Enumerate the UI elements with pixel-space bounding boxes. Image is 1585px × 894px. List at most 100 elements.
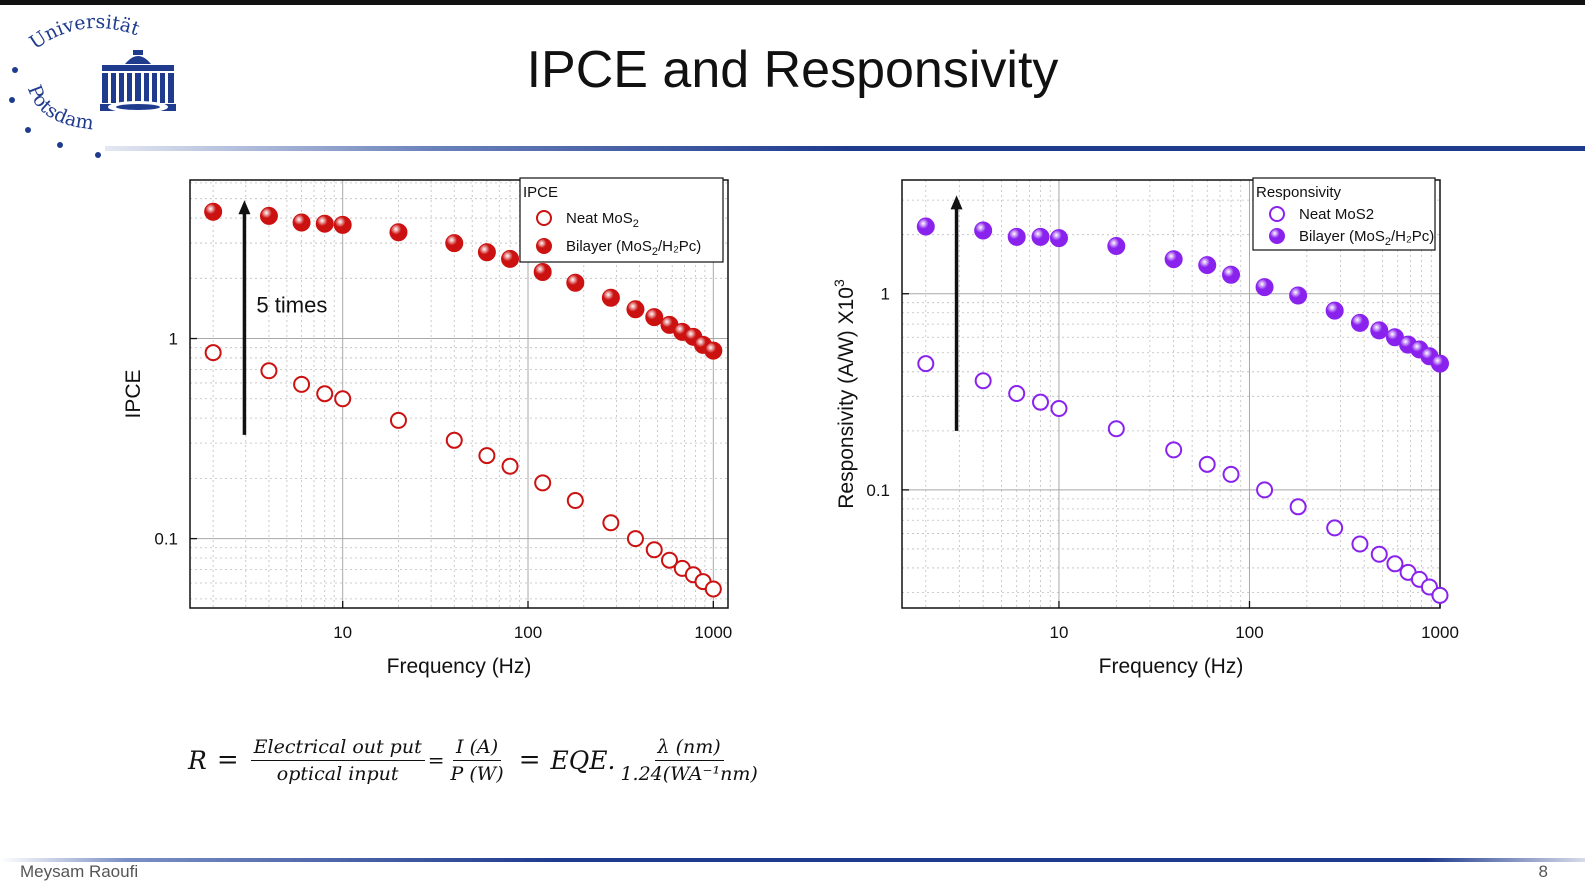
y-tick-label: 0.1 xyxy=(154,530,178,549)
data-point-filled xyxy=(1107,237,1126,256)
data-point-filled xyxy=(626,300,645,319)
annotation-arrow-head xyxy=(238,200,251,215)
data-point-open xyxy=(445,431,463,449)
legend-title: IPCE xyxy=(523,184,558,201)
data-point-open xyxy=(293,375,311,393)
plot-frame xyxy=(189,179,729,609)
data-point-open xyxy=(1370,545,1388,563)
data-point-filled xyxy=(916,217,935,236)
legend-label-tail: /H₂Pc) xyxy=(658,238,701,255)
x-tick-label: 10 xyxy=(333,623,352,642)
formula-equals-3: = xyxy=(518,745,541,775)
legend-marker-open xyxy=(1269,206,1285,222)
formula-frac3-denominator: 1.24(WA⁻¹nm) xyxy=(620,762,758,785)
footer-author: Meysam Raoufi xyxy=(20,862,139,881)
data-point-filled xyxy=(1431,354,1449,373)
data-point-open xyxy=(974,372,992,390)
data-point-filled xyxy=(477,243,496,262)
data-point-filled xyxy=(601,288,620,307)
footer-page-number: 8 xyxy=(1538,862,1548,881)
footer-rule xyxy=(0,858,1585,862)
formula-equals-1: = xyxy=(216,745,239,775)
data-point-open xyxy=(1386,555,1404,573)
data-point-filled xyxy=(704,341,723,360)
legend-title: Responsivity xyxy=(1256,184,1342,201)
data-point-filled xyxy=(445,234,464,253)
data-point-open xyxy=(1351,535,1369,553)
responsivity-chart: 10 100 1000 0.1 1 Frequency (Hz) Responsivity … xyxy=(831,177,1459,678)
data-point-filled xyxy=(1164,250,1183,269)
legend-label: Neat MoS2 xyxy=(566,210,639,230)
top-border xyxy=(0,0,1585,5)
legend-label: Bilayer (MoS2/H₂Pc) xyxy=(1299,228,1434,248)
y-axis-label: IPCE xyxy=(122,369,145,418)
data-point-open xyxy=(334,390,352,408)
y-axis-label: Responsivity (A/W) X103 xyxy=(831,279,858,509)
responsivity-formula: R = Electrical out put optical input = I… xyxy=(188,725,763,795)
data-point-open xyxy=(566,492,584,510)
formula-frac1-denominator: optical input xyxy=(276,762,399,785)
data-point-filled xyxy=(566,273,585,292)
data-point-filled xyxy=(292,213,311,232)
plot-frame xyxy=(901,179,1441,609)
y-tick-label: 1 xyxy=(881,285,890,304)
legend-box xyxy=(519,177,724,263)
data-point-open xyxy=(534,474,552,492)
formula-frac3-numerator: λ (nm) xyxy=(654,734,724,761)
data-point-open xyxy=(316,385,334,403)
data-point-open xyxy=(602,514,620,532)
data-point-filled xyxy=(645,308,664,327)
x-axis-label: Frequency (Hz) xyxy=(387,655,532,678)
x-tick-label: 10 xyxy=(1050,623,1069,642)
data-point-filled xyxy=(533,263,552,282)
data-point-filled xyxy=(974,221,993,240)
data-point-open xyxy=(1008,385,1026,403)
formula-frac1-numerator: Electrical out put xyxy=(250,734,425,761)
ipce-chart: 10 100 1000 0.1 1 Frequency (Hz) IPCE 5 times IP… xyxy=(122,177,732,678)
data-point-open xyxy=(917,355,935,373)
data-point-filled xyxy=(1049,229,1068,248)
building-icon xyxy=(100,50,176,113)
data-point-open xyxy=(1326,519,1344,537)
data-point-filled xyxy=(1222,265,1241,284)
annotation-label: 5 times xyxy=(256,292,327,317)
data-point-open xyxy=(660,551,678,569)
formula-frac2-numerator: I (A) xyxy=(453,734,502,761)
formula-equals-2: = xyxy=(427,748,445,772)
data-point-filled xyxy=(1198,256,1217,275)
slide-title: IPCE and Responsivity xyxy=(526,41,1059,99)
formula-fraction-3: λ (nm) 1.24(WA⁻¹nm) xyxy=(617,734,760,787)
legend-label-tail: /H₂Pc) xyxy=(1391,228,1434,245)
data-point-filled xyxy=(501,249,520,268)
x-tick-label: 1000 xyxy=(694,623,732,642)
data-point-open xyxy=(478,447,496,465)
legend-label: Bilayer (MoS2/H₂Pc) xyxy=(566,238,701,258)
data-point-filled xyxy=(1255,278,1274,297)
data-point-filled xyxy=(259,206,278,225)
data-point-open xyxy=(204,344,222,362)
x-tick-label: 1000 xyxy=(1421,623,1459,642)
data-point-filled xyxy=(204,202,223,221)
data-point-open xyxy=(1165,441,1183,459)
data-point-filled xyxy=(1370,321,1389,340)
data-point-filled xyxy=(333,215,352,234)
title-rule xyxy=(105,146,1585,151)
data-point-filled xyxy=(1031,227,1050,246)
x-tick-label: 100 xyxy=(514,623,542,642)
data-point-open xyxy=(1289,498,1307,516)
data-point-filled xyxy=(315,214,334,233)
data-point-filled xyxy=(1350,313,1369,332)
data-point-open xyxy=(1256,481,1274,499)
data-point-open xyxy=(704,580,722,598)
data-point-open xyxy=(645,541,663,559)
x-axis-label: Frequency (Hz) xyxy=(1099,655,1244,678)
legend-label-subscript: 2 xyxy=(1385,236,1391,248)
data-point-open xyxy=(1198,455,1216,473)
legend-marker-open xyxy=(536,210,552,226)
y-axis-label-superscript: 3 xyxy=(831,279,847,287)
formula-fraction-1: Electrical out put optical input xyxy=(250,734,425,787)
data-point-open xyxy=(1222,465,1240,483)
formula-fraction-2: I (A) P (W) xyxy=(448,734,507,787)
data-point-open xyxy=(389,411,407,429)
data-point-open xyxy=(1032,393,1050,411)
